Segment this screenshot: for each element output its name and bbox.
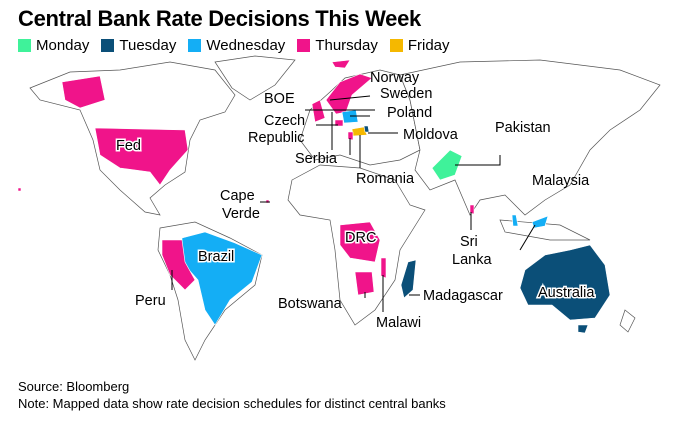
label-malawi: Malawi — [376, 315, 421, 331]
label-brazil: Brazil — [198, 249, 234, 265]
label-poland: Poland — [387, 105, 432, 121]
label-fed: Fed — [116, 138, 141, 154]
region-malaysia — [511, 214, 549, 229]
region-brazil — [181, 231, 263, 326]
label-moldova: Moldova — [403, 127, 459, 143]
label-drc: DRC — [345, 230, 376, 246]
region-alaska — [61, 75, 106, 109]
region-tasmania — [577, 324, 589, 334]
footnote: Note: Mapped data show rate decision sch… — [18, 396, 446, 411]
label-norway: Norway — [370, 70, 420, 86]
region-moldova — [363, 125, 370, 133]
legend-item-monday: Monday — [18, 37, 89, 54]
legend-item-friday: Friday — [389, 37, 450, 54]
legend-label: Monday — [36, 37, 90, 54]
new-zealand — [619, 309, 636, 333]
label-botswana: Botswana — [278, 296, 343, 312]
label-madagascar: Madagascar — [423, 288, 503, 304]
greenland — [214, 55, 296, 101]
label-peru: Peru — [135, 293, 166, 309]
region-hawaii — [17, 187, 22, 192]
legend-label: Thursday — [315, 37, 378, 54]
label-boe: BOE — [264, 91, 295, 107]
label-cape-2: Verde — [222, 206, 260, 222]
label-sri: Sri — [460, 234, 478, 250]
legend-item-thursday: Thursday — [297, 37, 378, 54]
indonesia — [499, 219, 591, 241]
region-botswana — [354, 271, 375, 296]
asia — [399, 59, 661, 216]
region-svalbard — [331, 59, 351, 69]
label-malaysia: Malaysia — [532, 173, 590, 189]
legend-swatch — [297, 39, 311, 52]
legend-item-tuesday: Tuesday — [101, 37, 176, 54]
region-serbia — [347, 131, 354, 141]
label-czech-2: Republic — [248, 130, 304, 146]
region-usa — [94, 127, 189, 186]
legend-label: Wednesday — [206, 37, 286, 54]
label-australia: Australia — [538, 285, 595, 301]
region-australia — [519, 244, 611, 321]
legend-swatch — [188, 39, 202, 52]
region-labels: Fed BOE Norway Sweden Poland Czech Repub… — [115, 70, 597, 331]
label-pakistan: Pakistan — [495, 120, 551, 136]
region-madagascar — [400, 259, 417, 299]
legend-swatch — [18, 39, 31, 52]
legend-label: Tuesday — [119, 37, 177, 54]
label-czech: Czech — [264, 113, 305, 129]
highlighted-countries — [17, 59, 611, 334]
leader-lines — [171, 95, 536, 312]
legend-swatch — [389, 39, 403, 52]
region-malawi — [380, 257, 387, 279]
label-sri-2: Lanka — [452, 252, 492, 268]
source-note: Source: Bloomberg — [18, 379, 130, 394]
legend-item-wednesday: Wednesday — [188, 37, 285, 54]
region-sri-lanka — [469, 204, 475, 215]
label-cape: Cape — [220, 188, 255, 204]
legend-swatch — [101, 39, 115, 52]
legend-label: Friday — [407, 37, 450, 54]
chart-title: Central Bank Rate Decisions This Week — [18, 6, 421, 31]
region-uk — [311, 99, 326, 123]
label-serbia: Serbia — [295, 151, 338, 167]
legend: Monday Tuesday Wednesday Thursday Friday — [18, 37, 450, 54]
region-norway-sweden — [325, 73, 373, 115]
label-romania: Romania — [356, 171, 415, 187]
region-peru — [161, 239, 196, 291]
label-sweden: Sweden — [380, 86, 432, 102]
region-drc — [339, 221, 381, 263]
